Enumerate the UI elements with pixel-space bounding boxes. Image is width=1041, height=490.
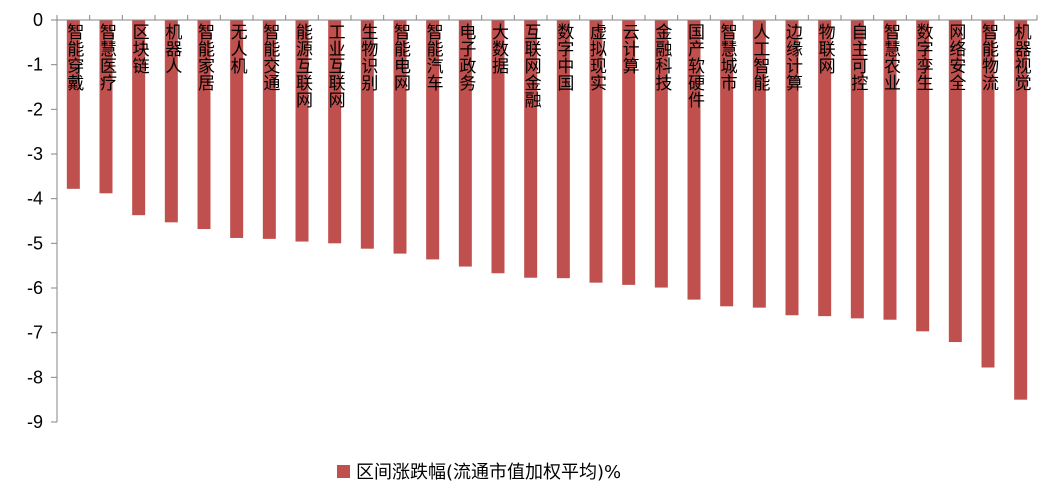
- y-tick-label: -3: [27, 144, 43, 164]
- bar-16: [556, 20, 570, 279]
- bar-20: [687, 20, 701, 300]
- category-label-3: 区块链: [129, 23, 150, 74]
- bar-8: [295, 20, 309, 242]
- category-label-23: 边缘计算: [782, 23, 803, 91]
- bar-13: [458, 20, 472, 267]
- category-label-1: 智能穿戴: [63, 23, 84, 91]
- category-labels-group: 智能穿戴 智慧医疗 区块链 机器人 智能家居 无人机 智能交通 能源互联网 工业互联网 生物识别智…: [63, 23, 1031, 109]
- category-label-22: 人工智能: [749, 23, 770, 92]
- bar-4: [164, 20, 178, 223]
- bar-15: [524, 20, 538, 278]
- bar-6: [230, 20, 244, 238]
- y-tick-label: -2: [27, 99, 43, 119]
- bar-30: [1014, 20, 1028, 400]
- bar-23: [785, 20, 799, 316]
- category-label-17: 虚拟现实: [586, 23, 607, 91]
- y-tick-label: -8: [27, 367, 43, 387]
- y-tick-label: -1: [27, 55, 43, 75]
- bar-14: [491, 20, 505, 274]
- category-label-12: 智能汽车: [423, 23, 444, 91]
- category-label-7: 智能交通: [259, 23, 280, 91]
- category-label-9: 工业互联网: [325, 23, 346, 109]
- y-tick-label: -6: [27, 278, 43, 298]
- y-tick-label: -7: [27, 323, 43, 343]
- category-label-24: 物联网: [815, 23, 836, 75]
- bar-5: [197, 20, 211, 230]
- category-label-29: 智能物流: [978, 23, 999, 91]
- category-label-4: 机器人: [161, 23, 182, 74]
- category-label-18: 云计算: [619, 23, 640, 74]
- bar-1: [66, 20, 80, 189]
- category-label-10: 生物识别: [357, 23, 378, 92]
- bar-26: [883, 20, 897, 320]
- category-label-19: 金融科技: [651, 23, 672, 92]
- y-tick-label: -4: [27, 189, 43, 209]
- category-label-28: 网络安全: [945, 23, 966, 91]
- bar-10: [360, 20, 374, 249]
- y-tick-label: -5: [27, 233, 43, 253]
- category-label-11: 智能电网: [390, 23, 411, 92]
- bar-7: [262, 20, 276, 239]
- category-label-20: 国产软硬件: [684, 23, 705, 108]
- bar-28: [948, 20, 962, 343]
- legend-swatch: [337, 465, 350, 478]
- bar-27: [916, 20, 930, 332]
- bar-3: [132, 20, 146, 216]
- bar-9: [328, 20, 342, 244]
- bar-21: [720, 20, 734, 307]
- category-label-5: 智能家居: [194, 23, 215, 91]
- category-label-14: 大数据: [488, 23, 509, 75]
- bar-29: [981, 20, 995, 368]
- category-label-26: 智慧农业: [880, 23, 901, 91]
- category-label-27: 数字孪生: [913, 23, 934, 91]
- category-label-6: 无人机: [227, 23, 248, 74]
- bar-22: [752, 20, 766, 308]
- bar-11: [393, 20, 407, 254]
- category-label-21: 智慧城市: [717, 23, 738, 91]
- y-tick-label: 0: [33, 10, 43, 30]
- bar-25: [850, 20, 864, 319]
- category-label-2: 智慧医疗: [96, 23, 117, 92]
- bar-18: [622, 20, 636, 285]
- category-label-15: 互联网金融: [521, 23, 542, 109]
- y-axis: 0 -1 -2 -3 -4 -5 -6 -7 -8 -9: [27, 10, 1038, 432]
- category-label-25: 自主可控: [847, 23, 868, 91]
- category-label-30: 机器视觉: [1011, 23, 1031, 91]
- bar-12: [426, 20, 440, 260]
- bar-2: [99, 20, 113, 194]
- category-label-13: 电子政务: [455, 23, 476, 91]
- legend: 区间涨跌幅(流通市值加权平均)%: [337, 462, 621, 483]
- bar-24: [818, 20, 832, 317]
- category-label-16: 数字中国: [553, 23, 574, 91]
- y-tick-label: -9: [27, 412, 43, 432]
- legend-label: 区间涨跌幅(流通市值加权平均)%: [356, 462, 621, 483]
- bars-group: [66, 20, 1028, 400]
- bar-19: [654, 20, 668, 288]
- category-label-8: 能源互联网: [292, 23, 313, 109]
- bar-17: [589, 20, 603, 283]
